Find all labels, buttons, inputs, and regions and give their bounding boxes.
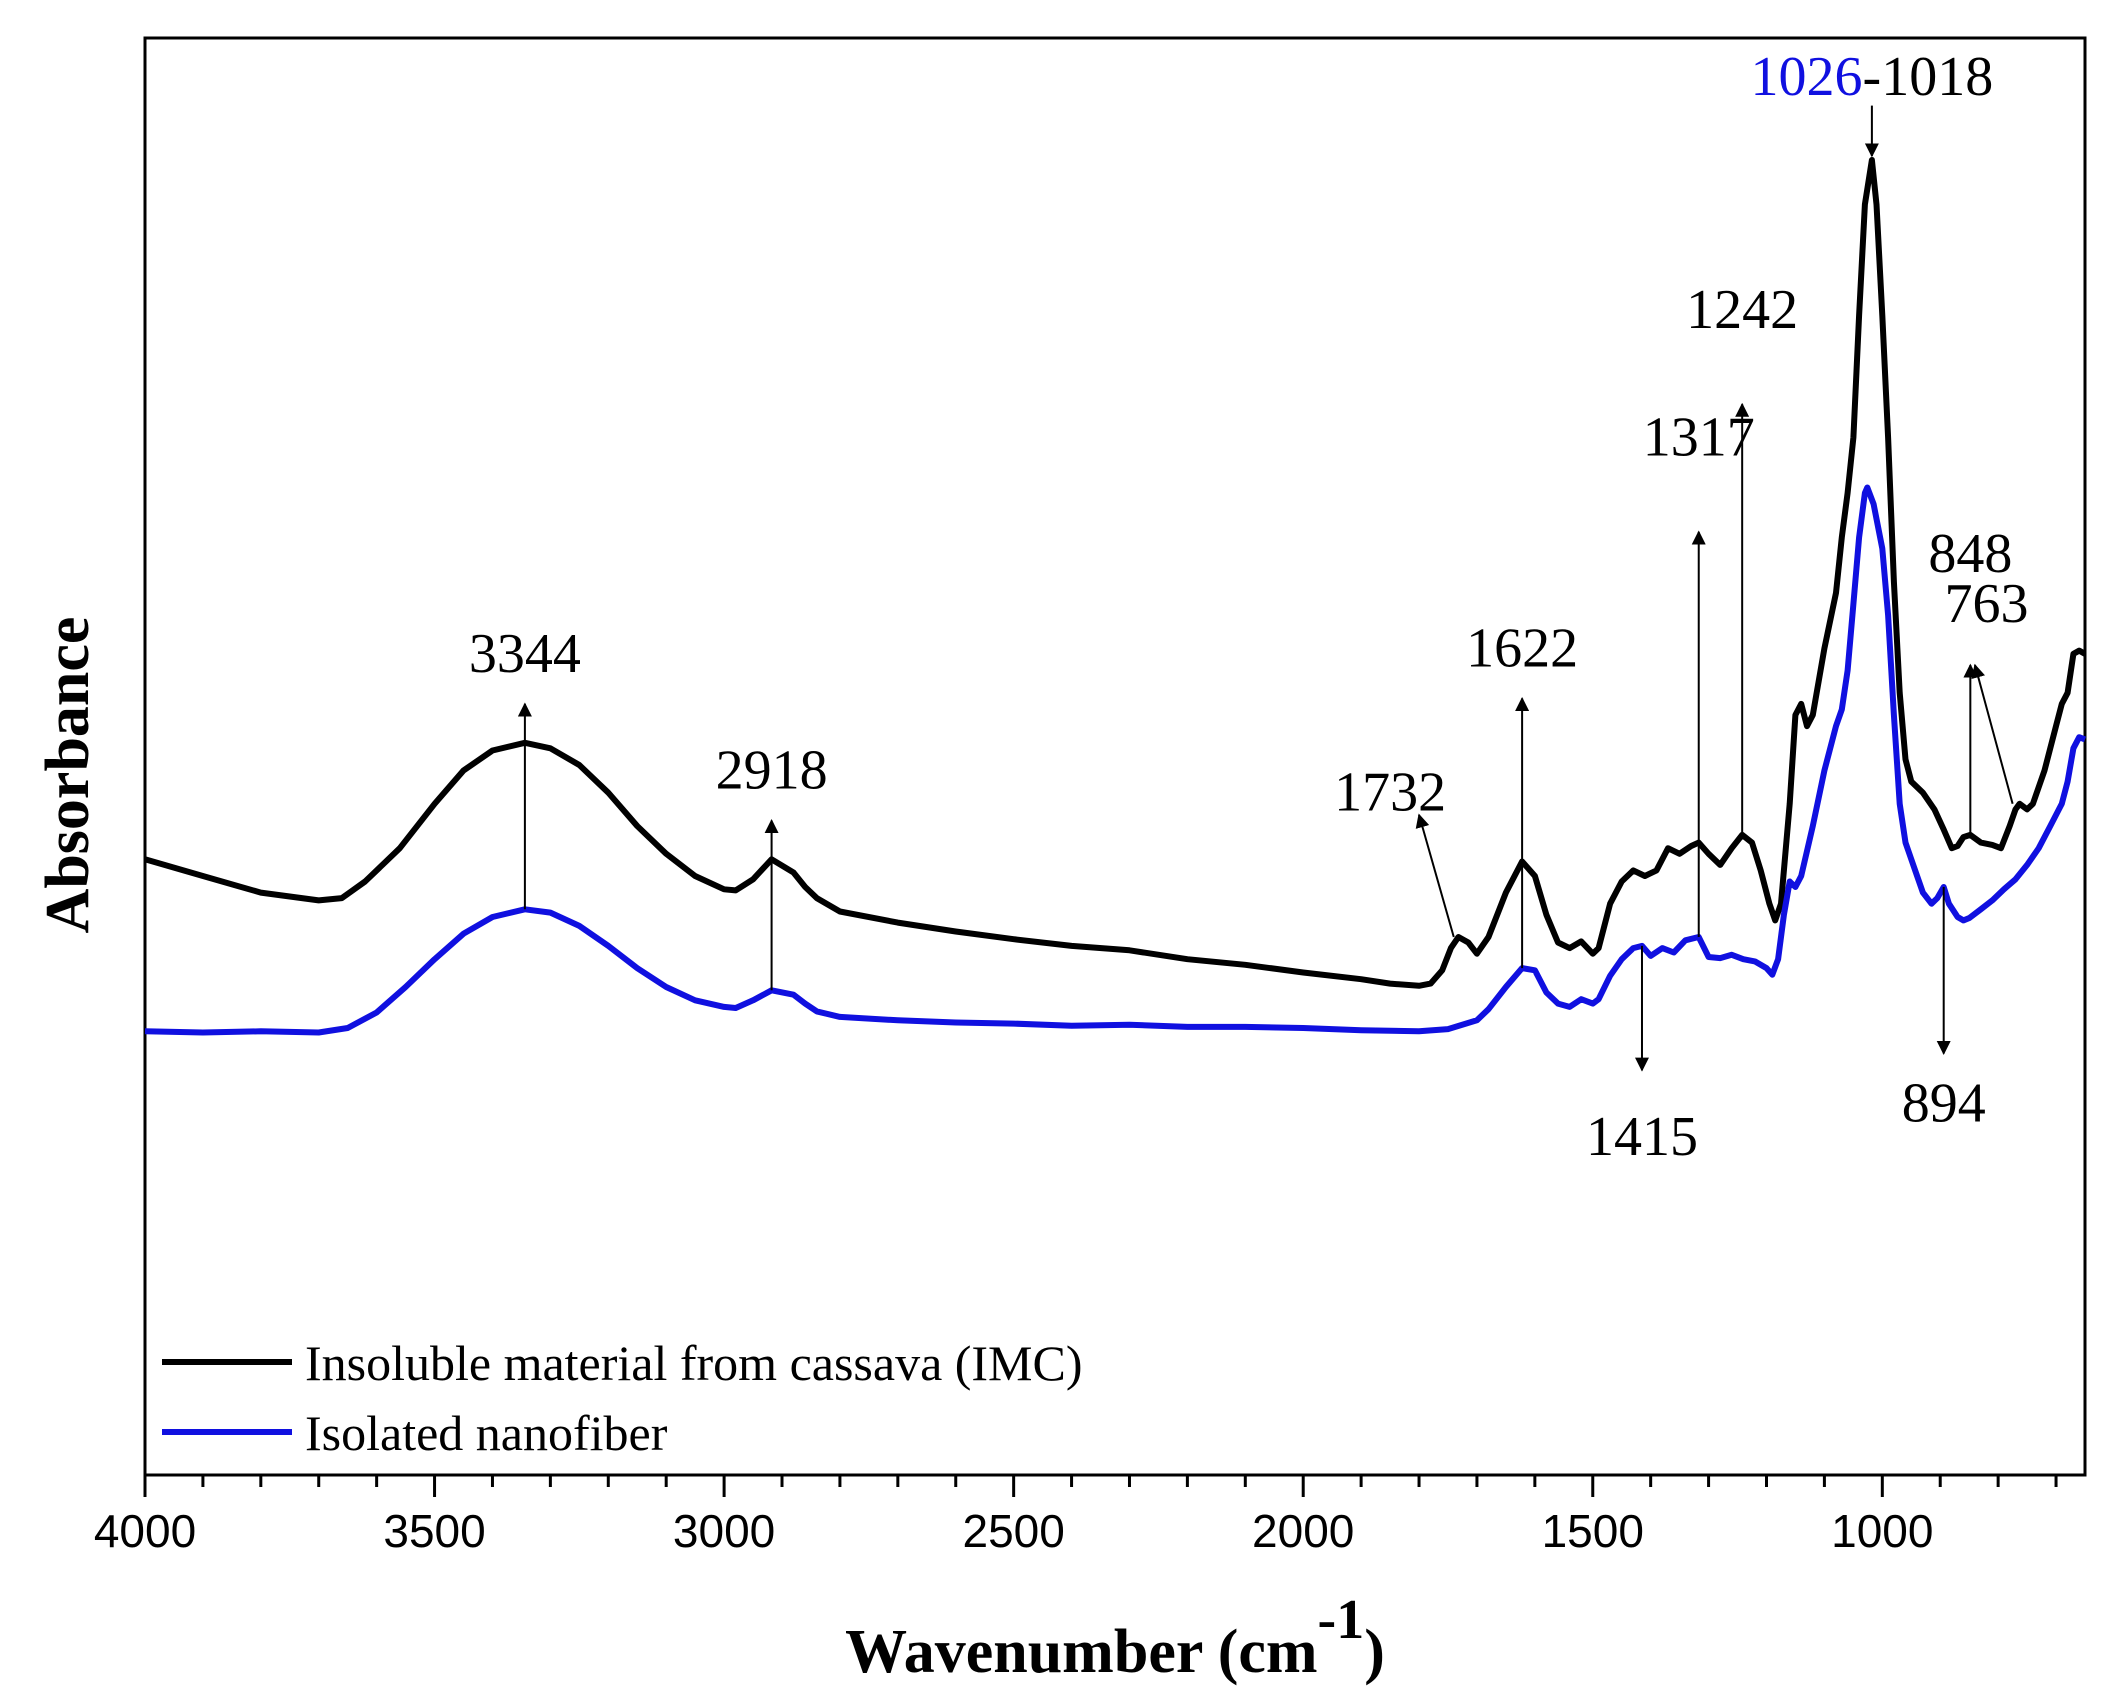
x-axis-title-sup: -1 [1318, 1589, 1365, 1651]
x-axis-title: Wavenumber (cm-1) [845, 1589, 1385, 1686]
peak-1622-label: 1622 [1466, 617, 1578, 679]
peak-1242-label: 1242 [1686, 279, 1798, 341]
x-tick-label-1000: 1000 [1831, 1505, 1933, 1557]
peak-3344-label: 3344 [469, 623, 581, 685]
peak-763-label: 763 [1945, 573, 2029, 635]
peak-1732-arrow [1415, 813, 1455, 938]
legend-label-imc: Insoluble material from cassava (IMC) [305, 1335, 1083, 1391]
y-axis-title: Absorbance [34, 617, 102, 934]
x-axis-title-main: Wavenumber (cm [845, 1618, 1317, 1686]
peak-1732-label: 1732 [1334, 762, 1446, 824]
series-line-imc [144, 157, 2087, 989]
peak-1415-label: 1415 [1586, 1106, 1698, 1168]
peak-763-arrow [1971, 663, 2014, 805]
x-tick-label-3500: 3500 [383, 1505, 485, 1557]
peak-1018-label: 1026-1018 [1751, 46, 1994, 108]
series-layer [144, 157, 2087, 1036]
peak-1018-label: -1018 [1863, 46, 1994, 108]
peak-894-label: 894 [1902, 1073, 1986, 1135]
x-axis-ticks [143, 1475, 2058, 1497]
x-tick-label-3000: 3000 [673, 1505, 775, 1557]
x-tick-label-1500: 1500 [1542, 1505, 1644, 1557]
x-axis-title-close: ) [1364, 1618, 1385, 1686]
series-line-nanofiber [144, 484, 2087, 1036]
x-tick-label-2000: 2000 [1252, 1505, 1354, 1557]
peak-2918-label: 2918 [716, 740, 828, 802]
peak-1317-label: 1317 [1643, 407, 1755, 469]
plot-frame [143, 36, 2087, 1477]
peak-1026-label: 1026 [1751, 46, 1863, 108]
legend: Insoluble material from cassava (IMC) Is… [162, 1335, 1083, 1461]
legend-label-nanofiber: Isolated nanofiber [305, 1405, 668, 1461]
peak-848-label: 848 [1928, 523, 2012, 585]
x-tick-label-4000: 4000 [94, 1505, 196, 1557]
x-tick-label-2500: 2500 [962, 1505, 1064, 1557]
x-axis-tick-labels: 4000 3500 3000 2500 2000 1500 1000 [94, 1505, 1934, 1557]
